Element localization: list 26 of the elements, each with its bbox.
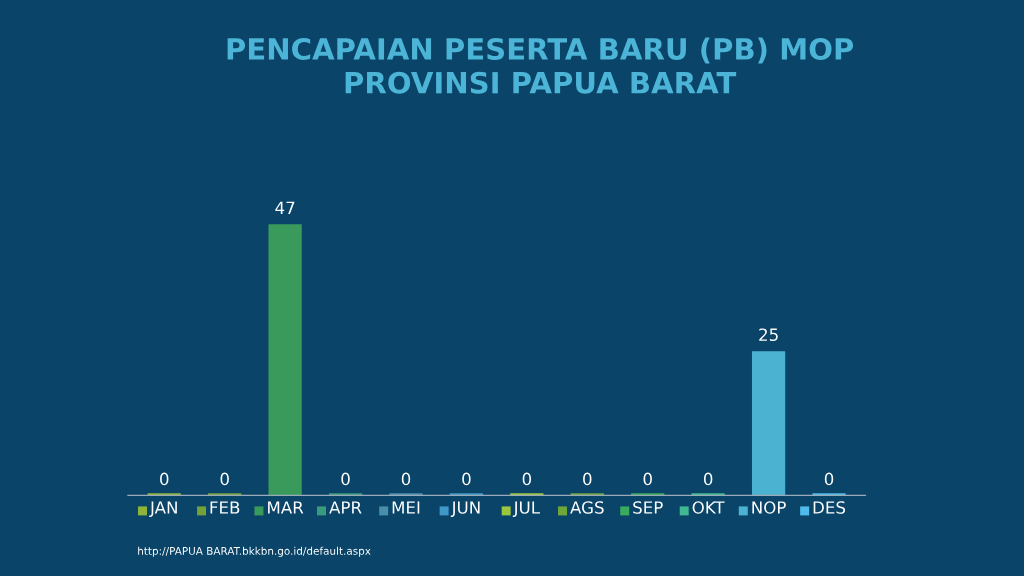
data-label: 25 [759,328,778,342]
x-tick-label: MAR [268,501,304,514]
x-tick-label: JUL [512,501,540,517]
data-label: 47 [275,201,295,214]
x-tick-label: DES [813,501,846,514]
x-tick-label: JAN [149,501,177,517]
x-tick-label: OKT [692,501,725,514]
data-label: 0 [160,472,169,486]
x-tick-label: MEI [392,501,420,514]
x-tick-label: JUN [450,501,480,517]
text: http://PAPUA BARAT.bkkbn.go.id/default.aspx [138,546,371,557]
data-label: 0 [824,472,834,486]
data-label: 0 [462,472,471,486]
chart-title: PENCAPAIAN PESERTA BARU (PB) MOP PROVINSI PAPUA BARAT [227,37,854,94]
x-tick-label: AGS [570,501,604,514]
data-label: 0 [583,472,592,486]
data-label: 0 [703,472,713,486]
x-tick-label: SEP [633,501,663,514]
x-tick-label: APR [329,501,362,514]
data-label: 0 [220,472,229,486]
data-label: 0 [643,472,652,486]
x-tick-label: FEB [210,501,240,514]
data-label: 0 [401,472,411,486]
data-label: 0 [341,472,350,486]
x-tick-label: NOP [752,501,786,514]
data-label: 0 [522,472,532,486]
